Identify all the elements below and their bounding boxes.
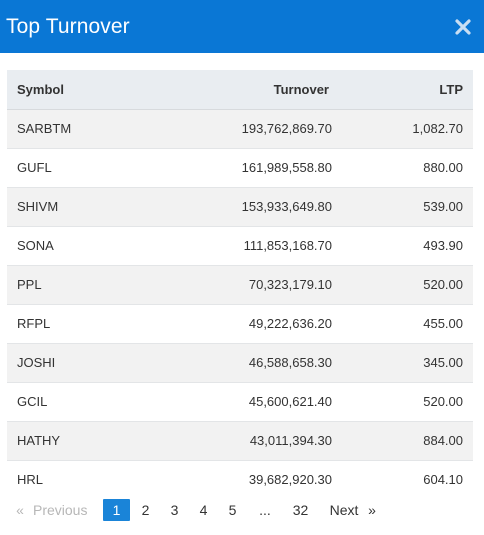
last-page-arrow[interactable]: » [368, 502, 376, 518]
cell-ltp: 520.00 [332, 381, 473, 421]
page-button-last[interactable]: 32 [292, 502, 309, 518]
close-button[interactable] [452, 16, 474, 38]
page-button-3[interactable]: 3 [170, 502, 179, 518]
cell-turnover: 111,853,168.70 [172, 225, 332, 265]
cell-ltp: 539.00 [332, 186, 473, 226]
cell-symbol: SHIVM [7, 186, 172, 226]
table-row[interactable]: GUFL 161,989,558.80 880.00 [7, 147, 473, 187]
table-row[interactable]: SARBTM 193,762,869.70 1,082.70 [7, 108, 473, 148]
pagination-ellipsis: ... [259, 502, 271, 518]
cell-turnover: 49,222,636.20 [172, 303, 332, 343]
cell-ltp: 455.00 [332, 303, 473, 343]
cell-symbol: GCIL [7, 381, 172, 421]
table-row[interactable]: HRL 39,682,920.30 604.10 [7, 459, 473, 499]
cell-turnover: 45,600,621.40 [172, 381, 332, 421]
next-page-button[interactable]: Next [329, 502, 359, 518]
page-button-1[interactable]: 1 [103, 499, 130, 521]
cell-symbol: SONA [7, 225, 172, 265]
pagination: « Previous 1 2 3 4 5 ... 32 Next » [7, 498, 380, 522]
cell-symbol: HRL [7, 459, 172, 499]
column-header-turnover[interactable]: Turnover [172, 70, 332, 110]
cell-ltp: 493.90 [332, 225, 473, 265]
cell-turnover: 39,682,920.30 [172, 459, 332, 499]
cell-symbol: HATHY [7, 420, 172, 460]
cell-ltp: 884.00 [332, 420, 473, 460]
first-page-arrow[interactable]: « [16, 502, 24, 518]
cell-ltp: 604.10 [332, 459, 473, 499]
cell-turnover: 193,762,869.70 [172, 108, 332, 148]
previous-page-button[interactable]: Previous [33, 502, 88, 518]
cell-symbol: GUFL [7, 147, 172, 187]
cell-turnover: 161,989,558.80 [172, 147, 332, 187]
cell-ltp: 345.00 [332, 342, 473, 382]
table-row[interactable]: GCIL 45,600,621.40 520.00 [7, 381, 473, 421]
cell-turnover: 153,933,649.80 [172, 186, 332, 226]
turnover-table-container: Symbol Turnover LTP SARBTM 193,762,869.70… [7, 70, 473, 499]
cell-ltp: 520.00 [332, 264, 473, 304]
close-icon [455, 18, 471, 35]
table-body: SARBTM 193,762,869.70 1,082.70 GUFL 161,989,… [7, 108, 473, 499]
page-button-5[interactable]: 5 [228, 502, 237, 518]
cell-turnover: 70,323,179.10 [172, 264, 332, 304]
page-button-2[interactable]: 2 [141, 502, 150, 518]
cell-ltp: 880.00 [332, 147, 473, 187]
page-button-4[interactable]: 4 [199, 502, 208, 518]
modal-title: Top Turnover [6, 14, 130, 38]
cell-symbol: PPL [7, 264, 172, 304]
cell-ltp: 1,082.70 [332, 108, 473, 148]
table-row[interactable]: PPL 70,323,179.10 520.00 [7, 264, 473, 304]
cell-symbol: JOSHI [7, 342, 172, 382]
table-row[interactable]: SONA 111,853,168.70 493.90 [7, 225, 473, 265]
table-header-row: Symbol Turnover LTP [7, 70, 473, 110]
column-header-symbol[interactable]: Symbol [7, 70, 172, 110]
turnover-table: Symbol Turnover LTP SARBTM 193,762,869.70… [7, 70, 473, 499]
column-header-ltp[interactable]: LTP [332, 70, 473, 110]
table-row[interactable]: RFPL 49,222,636.20 455.00 [7, 303, 473, 343]
cell-symbol: RFPL [7, 303, 172, 343]
table-row[interactable]: JOSHI 46,588,658.30 345.00 [7, 342, 473, 382]
table-row[interactable]: HATHY 43,011,394.30 884.00 [7, 420, 473, 460]
cell-symbol: SARBTM [7, 108, 172, 148]
table-row[interactable]: SHIVM 153,933,649.80 539.00 [7, 186, 473, 226]
modal-header: Top Turnover [0, 0, 484, 53]
cell-turnover: 46,588,658.30 [172, 342, 332, 382]
cell-turnover: 43,011,394.30 [172, 420, 332, 460]
